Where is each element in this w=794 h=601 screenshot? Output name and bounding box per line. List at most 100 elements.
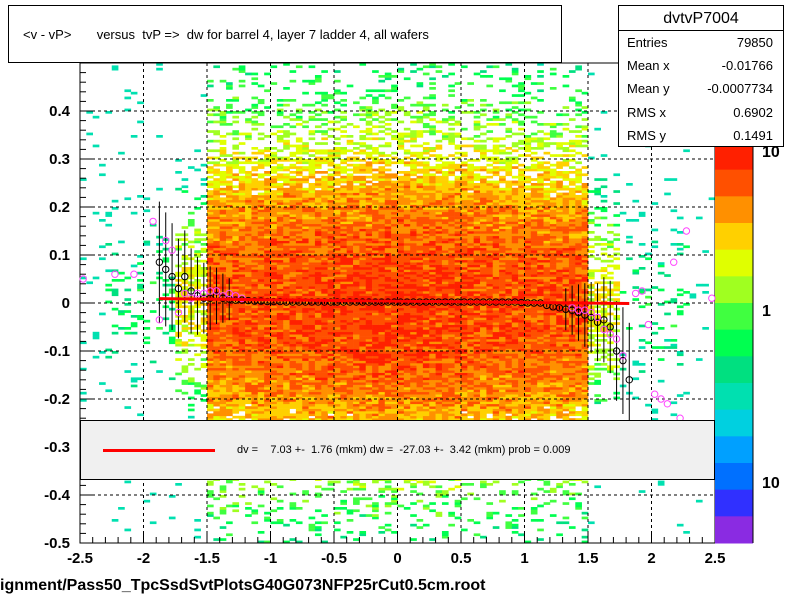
heatmap-cell: [314, 271, 322, 275]
heatmap-cell: [314, 264, 322, 268]
heatmap-cell: [378, 190, 386, 193]
heatmap-cell: [80, 391, 87, 395]
heatmap-cell: [257, 247, 265, 251]
heatmap-cell: [327, 197, 335, 201]
heatmap-cell: [321, 367, 328, 371]
heatmap-cell: [321, 382, 328, 385]
heatmap-cell: [346, 329, 354, 333]
heatmap-cell: [372, 269, 379, 273]
heatmap-cell: [365, 305, 373, 309]
heatmap-cell: [314, 171, 322, 174]
heatmap-cell: [283, 367, 290, 371]
heatmap-cell: [314, 389, 322, 393]
heatmap-cell: [378, 403, 386, 407]
heatmap-cell: [270, 214, 278, 217]
heatmap-cell: [213, 168, 220, 172]
heatmap-cell: [276, 139, 284, 143]
heatmap-cell: [264, 243, 271, 246]
heatmap-cell: [276, 394, 284, 397]
heatmap-cell: [397, 99, 405, 102]
heatmap-cell: [289, 401, 297, 405]
heatmap-cell: [321, 351, 328, 354]
heatmap-cell: [334, 91, 341, 95]
heatmap-cell: [314, 355, 322, 359]
heatmap-cell: [391, 243, 398, 246]
heatmap-cell: [391, 367, 398, 371]
heatmap-cell: [346, 353, 354, 357]
heatmap-cell: [346, 310, 354, 313]
heatmap-cell: [391, 351, 398, 354]
heatmap-cell: [213, 413, 220, 417]
heatmap-cell: [416, 233, 424, 237]
heatmap-cell: [372, 377, 379, 381]
heatmap-cell: [327, 353, 335, 357]
heatmap-cell: [257, 99, 265, 102]
heatmap-cell: [353, 502, 360, 505]
heatmap-cell: [327, 185, 335, 189]
heatmap-cell: [416, 163, 424, 167]
heatmap-cell: [289, 202, 297, 205]
heatmap-cell: [295, 375, 303, 378]
heatmap-cell: [378, 353, 386, 357]
heatmap-cell: [264, 72, 271, 76]
heatmap-cell: [416, 519, 424, 522]
heatmap-cell: [384, 267, 392, 270]
heatmap-cell: [232, 197, 240, 201]
heatmap-cell: [391, 137, 398, 141]
heatmap-cell: [365, 204, 373, 208]
heatmap-cell: [289, 132, 297, 136]
heatmap-cell: [391, 495, 398, 498]
heatmap-cell: [219, 329, 227, 333]
heatmap-cell: [372, 262, 379, 265]
heatmap-cell: [359, 228, 367, 232]
heatmap-cell: [416, 303, 424, 306]
heatmap-cell: [359, 255, 367, 258]
heatmap-cell: [340, 202, 347, 205]
heatmap-cell: [207, 406, 214, 409]
heatmap-cell: [289, 281, 297, 285]
heatmap-cell: [403, 259, 411, 263]
heatmap-cell: [238, 384, 246, 388]
heatmap-cell: [276, 348, 284, 352]
heatmap-cell: [232, 303, 240, 306]
heatmap-cell: [378, 331, 386, 335]
heatmap-cell: [232, 331, 240, 335]
heatmap-cell: [226, 341, 233, 345]
heatmap-cell: [321, 279, 328, 282]
heatmap-cell: [416, 175, 424, 179]
heatmap-cell: [283, 180, 290, 184]
heatmap-cell: [283, 173, 290, 177]
heatmap-cell: [378, 396, 386, 400]
heatmap-cell: [276, 346, 284, 349]
heatmap-cell: [289, 243, 297, 246]
heatmap-cell: [340, 334, 347, 337]
heatmap-cell: [384, 276, 392, 280]
heatmap-cell: [264, 255, 271, 258]
heatmap-cell: [295, 310, 303, 313]
heatmap-cell: [213, 219, 220, 222]
heatmap-cell: [302, 401, 309, 405]
heatmap-cell: [238, 334, 246, 337]
heatmap-cell: [295, 147, 303, 150]
heatmap-cell: [359, 178, 367, 181]
heatmap-cell: [403, 163, 411, 167]
heatmap-cell: [327, 154, 335, 157]
heatmap-cell: [232, 252, 240, 256]
heatmap-cell: [340, 151, 347, 155]
heatmap-cell: [403, 396, 411, 400]
heatmap-cell: [410, 523, 417, 527]
heatmap-cell: [416, 499, 424, 503]
heatmap-cell: [264, 389, 271, 393]
heatmap-cell: [403, 187, 411, 191]
heatmap-cell: [372, 173, 379, 177]
heatmap-cell: [226, 247, 233, 251]
heatmap-cell: [276, 204, 284, 208]
heatmap-cell: [384, 118, 392, 121]
heatmap-cell: [207, 403, 214, 407]
heatmap-cell: [314, 413, 322, 417]
heatmap-cell: [251, 168, 259, 172]
heatmap-cell: [372, 279, 379, 282]
heatmap-cell: [416, 207, 424, 210]
heatmap-cell: [334, 343, 341, 347]
heatmap-cell: [181, 327, 189, 330]
